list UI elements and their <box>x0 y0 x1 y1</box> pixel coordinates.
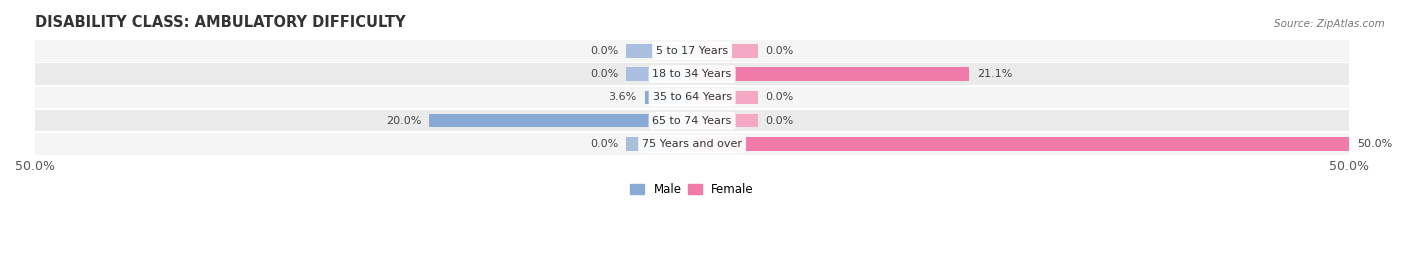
Bar <box>645 91 692 104</box>
Text: 18 to 34 Years: 18 to 34 Years <box>652 69 731 79</box>
Bar <box>35 63 1350 85</box>
Text: 0.0%: 0.0% <box>591 46 619 56</box>
Bar <box>692 44 758 58</box>
Bar <box>692 68 969 81</box>
Bar <box>692 137 1350 151</box>
Text: 0.0%: 0.0% <box>766 93 794 102</box>
Text: 0.0%: 0.0% <box>766 116 794 126</box>
Text: 0.0%: 0.0% <box>591 69 619 79</box>
Bar <box>35 40 1350 62</box>
Bar <box>35 110 1350 132</box>
Text: 0.0%: 0.0% <box>766 46 794 56</box>
Bar <box>627 137 692 151</box>
Text: 5 to 17 Years: 5 to 17 Years <box>657 46 728 56</box>
Text: 50.0%: 50.0% <box>1357 139 1392 149</box>
Text: 35 to 64 Years: 35 to 64 Years <box>652 93 731 102</box>
Bar <box>627 44 692 58</box>
Bar <box>35 87 1350 108</box>
Text: 0.0%: 0.0% <box>591 139 619 149</box>
Bar <box>35 133 1350 155</box>
Text: 75 Years and over: 75 Years and over <box>643 139 742 149</box>
Bar <box>627 68 692 81</box>
Text: 21.1%: 21.1% <box>977 69 1012 79</box>
Legend: Male, Female: Male, Female <box>626 178 759 201</box>
Text: Source: ZipAtlas.com: Source: ZipAtlas.com <box>1274 19 1385 29</box>
Text: 65 to 74 Years: 65 to 74 Years <box>652 116 731 126</box>
Text: DISABILITY CLASS: AMBULATORY DIFFICULTY: DISABILITY CLASS: AMBULATORY DIFFICULTY <box>35 15 405 30</box>
Bar <box>692 91 758 104</box>
Text: 20.0%: 20.0% <box>387 116 422 126</box>
Bar <box>692 114 758 128</box>
Text: 3.6%: 3.6% <box>609 93 637 102</box>
Bar <box>429 114 692 128</box>
